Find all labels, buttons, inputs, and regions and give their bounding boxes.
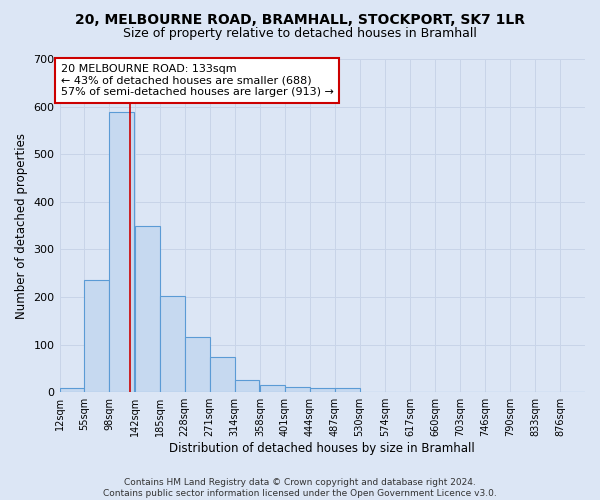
Bar: [310, 388, 335, 392]
X-axis label: Distribution of detached houses by size in Bramhall: Distribution of detached houses by size …: [169, 442, 475, 455]
Bar: [260, 385, 285, 392]
Bar: [85, 280, 109, 392]
Bar: [160, 296, 185, 392]
Bar: [285, 388, 310, 392]
Bar: [109, 112, 134, 392]
Bar: [335, 388, 359, 392]
Bar: [235, 380, 259, 392]
Text: Size of property relative to detached houses in Bramhall: Size of property relative to detached ho…: [123, 28, 477, 40]
Y-axis label: Number of detached properties: Number of detached properties: [15, 132, 28, 318]
Bar: [209, 357, 235, 392]
Text: 20 MELBOURNE ROAD: 133sqm
← 43% of detached houses are smaller (688)
57% of semi: 20 MELBOURNE ROAD: 133sqm ← 43% of detac…: [61, 64, 334, 97]
Bar: [135, 226, 160, 392]
Text: 20, MELBOURNE ROAD, BRAMHALL, STOCKPORT, SK7 1LR: 20, MELBOURNE ROAD, BRAMHALL, STOCKPORT,…: [75, 12, 525, 26]
Bar: [185, 336, 209, 392]
Text: Contains HM Land Registry data © Crown copyright and database right 2024.
Contai: Contains HM Land Registry data © Crown c…: [103, 478, 497, 498]
Bar: [59, 388, 85, 392]
